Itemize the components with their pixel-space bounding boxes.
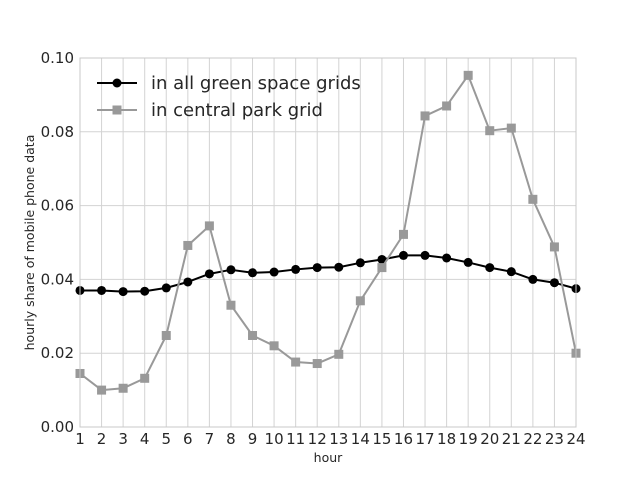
x-tick-label: 22 (523, 430, 542, 448)
data-point (528, 194, 538, 204)
x-tick-label: 7 (205, 430, 215, 448)
data-point (183, 240, 193, 250)
x-tick-label: 14 (351, 430, 370, 448)
data-point (204, 269, 214, 279)
y-tick-label: 0.10 (41, 49, 74, 67)
x-tick-label: 8 (226, 430, 236, 448)
data-point (248, 268, 258, 278)
data-point (334, 262, 344, 272)
data-point (140, 286, 150, 296)
data-point (118, 287, 128, 297)
legend-marker (112, 78, 122, 88)
x-tick-labels: 1 2 3 4 5 6 7 8 9 10 11 12 13 14 15 16 17 18 19 20 21 22 23 24 (75, 430, 585, 448)
data-point (118, 383, 128, 393)
data-point (140, 373, 150, 383)
y-tick-label: 0.08 (41, 123, 74, 141)
y-tick-labels: 0.00 0.02 0.04 0.06 0.08 0.10 (41, 49, 74, 436)
data-point (463, 257, 473, 267)
data-point (442, 253, 452, 263)
x-tick-label: 23 (545, 430, 564, 448)
x-tick-label: 11 (286, 430, 305, 448)
data-point (226, 300, 236, 310)
data-point (97, 385, 107, 395)
data-point (377, 254, 387, 264)
data-point (506, 267, 516, 277)
data-point (377, 263, 387, 273)
data-point (485, 126, 495, 136)
legend-item: in all green space grids (97, 73, 361, 94)
data-point (485, 263, 495, 273)
plot-area (80, 58, 576, 427)
legend-label: in all green space grids (151, 73, 361, 94)
data-point (204, 221, 214, 231)
data-point (355, 258, 365, 268)
x-tick-label: 6 (183, 430, 193, 448)
x-tick-label: 15 (372, 430, 391, 448)
x-tick-label: 20 (480, 430, 499, 448)
x-tick-label: 5 (161, 430, 171, 448)
x-tick-label: 18 (437, 430, 456, 448)
data-point (161, 283, 171, 293)
x-tick-label: 24 (566, 430, 585, 448)
data-point (420, 111, 430, 121)
legend: in all green space grids in central park … (97, 73, 361, 121)
data-point (269, 267, 279, 277)
x-tick-label: 9 (248, 430, 258, 448)
plot-frame (79, 57, 577, 428)
data-point (161, 330, 171, 340)
x-tick-label: 10 (265, 430, 284, 448)
data-point (463, 70, 473, 80)
data-point (312, 263, 322, 273)
data-point (549, 278, 559, 288)
legend-item: in central park grid (97, 100, 323, 121)
data-point (248, 330, 258, 340)
series-layer (75, 70, 581, 395)
data-point (420, 250, 430, 260)
data-point (442, 101, 452, 111)
data-point (549, 242, 559, 252)
y-tick-label: 0.06 (41, 197, 74, 215)
x-tick-label: 17 (415, 430, 434, 448)
x-tick-label: 4 (140, 430, 150, 448)
y-axis-title: hourly share of mobile phone data (22, 135, 37, 351)
data-point (398, 229, 408, 239)
x-tick-label: 21 (502, 430, 521, 448)
x-axis-title: hour (314, 450, 343, 465)
data-point (97, 285, 107, 295)
legend-marker (112, 105, 122, 115)
x-tick-label: 12 (308, 430, 327, 448)
data-point (528, 274, 538, 284)
x-tick-label: 1 (75, 430, 85, 448)
x-tick-label: 13 (329, 430, 348, 448)
data-point (334, 349, 344, 359)
y-tick-label: 0.04 (41, 270, 74, 288)
data-point (506, 123, 516, 133)
data-point (183, 277, 193, 287)
data-point (398, 250, 408, 260)
data-point (291, 264, 301, 274)
y-tick-label: 0.02 (41, 344, 74, 362)
x-tick-label: 3 (118, 430, 128, 448)
data-point (226, 265, 236, 275)
data-point (312, 359, 322, 369)
series-1 (75, 250, 581, 297)
data-point (291, 357, 301, 367)
data-point (269, 341, 279, 351)
x-tick-label: 16 (394, 430, 413, 448)
x-tick-label: 2 (97, 430, 107, 448)
y-tick-label: 0.00 (41, 418, 74, 436)
legend-label: in central park grid (151, 100, 323, 121)
data-point (355, 296, 365, 306)
x-tick-label: 19 (459, 430, 478, 448)
